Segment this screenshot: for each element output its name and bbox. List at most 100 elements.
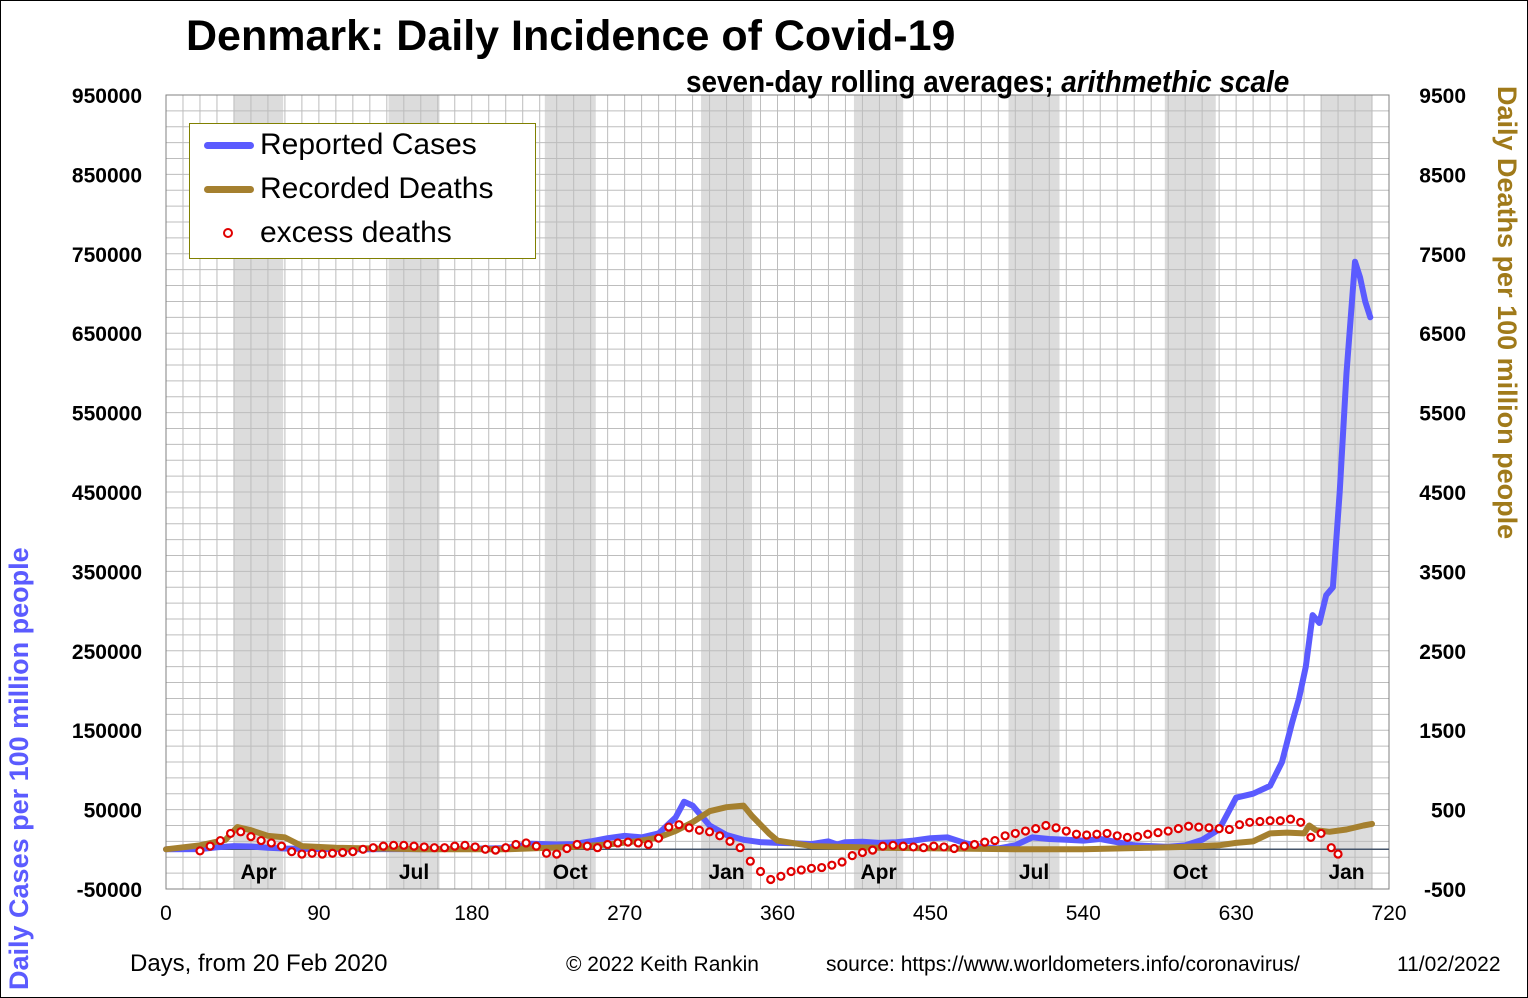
excess-death-point <box>1183 821 1194 831</box>
excess-death-point <box>399 840 409 850</box>
excess-death-point <box>725 836 735 846</box>
excess-death-point <box>745 856 755 866</box>
excess-death-point <box>1041 820 1051 831</box>
excess-death-point <box>1092 829 1102 839</box>
legend-label-cases: Reported Cases <box>260 128 477 161</box>
excess-death-point <box>806 863 817 873</box>
y-right-tick-label: 3500 <box>1419 561 1466 584</box>
excess-death-point <box>1306 832 1316 842</box>
excess-death-point <box>796 865 806 875</box>
excess-death-point <box>776 871 786 881</box>
excess-death-point <box>1326 843 1336 853</box>
excess-death-point <box>511 839 521 850</box>
excess-death-point <box>195 846 205 856</box>
y-right-tick-label: 500 <box>1431 800 1466 823</box>
excess-death-point <box>1333 849 1343 859</box>
excess-death-point <box>674 820 684 830</box>
excess-death-point <box>643 839 654 850</box>
excess-death-point <box>888 840 898 850</box>
excess-death-point <box>959 841 969 851</box>
footer-copyright: © 2022 Keith Rankin <box>566 953 759 976</box>
y-right-tick-label: 2500 <box>1419 641 1466 664</box>
excess-death-point <box>766 874 776 885</box>
y-left-tick-label: 950000 <box>72 85 142 108</box>
excess-death-point <box>613 838 623 848</box>
excess-death-point <box>684 823 694 833</box>
subtitle-italic: arithmethic scale <box>1061 64 1290 99</box>
data-series <box>163 258 1375 885</box>
period-label: Jan <box>708 861 744 884</box>
excess-death-point <box>1000 831 1010 841</box>
excess-death-point <box>898 841 908 851</box>
legend-label-deaths: Recorded Deaths <box>260 172 494 205</box>
legend-swatch-cases <box>204 142 254 149</box>
excess-death-point <box>256 835 266 846</box>
excess-death-point <box>1010 828 1020 839</box>
excess-death-point <box>827 860 837 870</box>
y-left-tick-label: 450000 <box>72 482 142 505</box>
excess-death-point <box>1285 814 1296 824</box>
y-right-tick-label: 7500 <box>1419 244 1466 267</box>
excess-death-point <box>368 843 378 853</box>
series-line-deaths <box>163 802 1375 853</box>
excess-death-point <box>317 849 327 859</box>
period-label: Jul <box>399 861 429 884</box>
excess-death-point <box>439 843 450 853</box>
y-left-tick-label: 350000 <box>72 561 142 584</box>
excess-death-point <box>1143 829 1153 839</box>
x-tick-label: 90 <box>307 902 330 925</box>
period-label: Jul <box>1019 861 1049 884</box>
excess-death-point <box>878 841 888 851</box>
y-right-tick-label: 8500 <box>1419 164 1466 187</box>
y-left-tick-label: 750000 <box>72 244 142 267</box>
excess-death-point <box>592 843 603 853</box>
excess-death-point <box>470 842 480 852</box>
excess-death-point <box>939 842 949 852</box>
excess-death-point <box>1173 824 1183 834</box>
x-tick-label: 270 <box>607 902 642 925</box>
excess-death-point <box>837 857 847 867</box>
y-right-tick-label: 9500 <box>1419 85 1466 108</box>
footer-date: 11/02/2022 <box>1397 953 1501 976</box>
excess-death-point <box>1061 826 1071 836</box>
y-left-tick-label: 550000 <box>72 403 142 426</box>
excess-death-point <box>552 849 562 859</box>
x-tick-label: 180 <box>454 902 489 925</box>
excess-death-point <box>541 848 552 858</box>
excess-death-point <box>1204 823 1214 833</box>
excess-death-point <box>603 839 613 850</box>
excess-death-point <box>633 838 643 848</box>
excess-death-point <box>358 844 368 854</box>
excess-death-point <box>990 835 1000 846</box>
excess-death-point <box>490 845 501 855</box>
excess-death-point <box>1275 816 1285 826</box>
excess-death-point <box>868 845 878 855</box>
subtitle-main: seven-day rolling averages; <box>686 64 1062 99</box>
period-label: Oct <box>1173 861 1208 884</box>
period-label: Apr <box>860 861 896 884</box>
y-left-tick-label: 250000 <box>72 641 142 664</box>
x-tick-label: 630 <box>1219 902 1254 925</box>
excess-death-point <box>582 841 592 851</box>
excess-death-point <box>572 839 582 850</box>
y-left-tick-label: 850000 <box>72 164 142 187</box>
excess-death-point <box>1194 822 1204 832</box>
excess-death-point <box>969 839 980 850</box>
excess-death-point <box>1153 828 1163 838</box>
excess-death-point <box>653 833 664 843</box>
excess-death-point <box>623 837 633 847</box>
excess-death-point <box>501 843 511 853</box>
excess-death-point <box>307 848 317 858</box>
x-axis-label: Days, from 20 Feb 2020 <box>130 950 388 977</box>
excess-death-point <box>419 842 429 852</box>
excess-death-point <box>1122 832 1133 842</box>
excess-death-point <box>1234 820 1245 830</box>
plot-border <box>165 94 1390 890</box>
excess-death-point <box>531 841 541 851</box>
excess-death-point <box>1163 826 1173 836</box>
y-right-tick-label: 1500 <box>1419 720 1466 743</box>
excess-death-point <box>786 866 796 877</box>
excess-death-point <box>1051 823 1061 833</box>
excess-death-point <box>236 827 246 837</box>
excess-death-point <box>735 843 745 853</box>
